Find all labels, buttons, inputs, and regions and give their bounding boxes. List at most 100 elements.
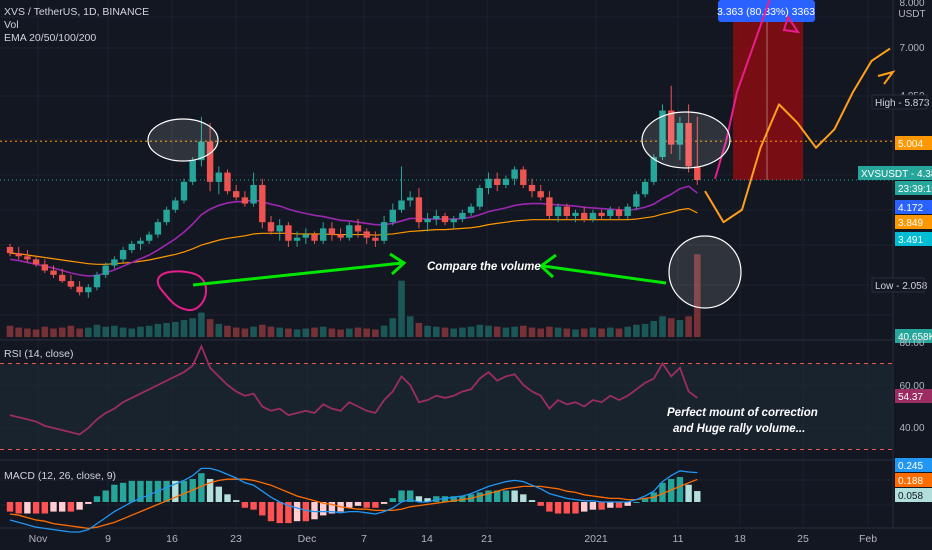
candle-body <box>241 197 249 204</box>
volume-bar <box>85 327 92 337</box>
volume-bar <box>624 326 631 337</box>
time-tick: 25 <box>797 533 809 545</box>
candle-body <box>328 228 336 235</box>
last-price-tag: XVSUSDT - 4.380 <box>861 169 932 180</box>
time-tick: 16 <box>166 533 178 545</box>
candle-body <box>554 206 562 216</box>
symbol-title[interactable]: XVS / TetherUS, 1D, BINANCE <box>4 6 150 18</box>
candle-body <box>346 225 353 238</box>
ema-legend[interactable]: EMA 20/50/100/200 <box>4 32 97 44</box>
macd-histogram-bar <box>85 502 92 504</box>
macd-histogram-bar <box>607 502 614 508</box>
price-tick: 8.000 <box>899 0 924 9</box>
volume-bar <box>589 327 597 337</box>
time-tick: 7 <box>361 533 367 545</box>
candle-body <box>67 281 75 287</box>
macd-histogram-bar <box>528 500 536 502</box>
candle-body <box>50 270 57 275</box>
last-price-tag-bg <box>858 166 932 180</box>
macd-histogram-bar <box>67 502 75 512</box>
macd-histogram-bar <box>354 502 362 506</box>
macd-histogram-bar <box>615 502 623 508</box>
macd-histogram-bar <box>198 473 205 502</box>
volume-bar <box>363 328 370 337</box>
macd-histogram-bar <box>259 502 266 516</box>
volume-bar <box>546 326 553 337</box>
volume-legend[interactable]: Vol <box>4 19 19 31</box>
volume-bar <box>145 325 153 337</box>
compare-volume-label: Compare the volume <box>427 261 541 273</box>
candle-body <box>607 209 614 216</box>
candle-body <box>476 188 483 207</box>
rsi-value-tag-bg <box>895 389 932 403</box>
volume-bar <box>180 320 188 337</box>
volume-bar <box>615 328 623 337</box>
volume-bar <box>6 325 14 337</box>
candle-body <box>459 212 466 220</box>
macd-histogram-bar <box>111 484 118 502</box>
candle-body <box>59 274 66 282</box>
volume-bar <box>372 329 379 337</box>
ema-tag-2: 3.849 <box>898 218 923 229</box>
volume-bar <box>198 312 205 337</box>
candle-body <box>528 184 536 192</box>
rsi-legend[interactable]: RSI (14, close) <box>4 348 74 360</box>
macd-tag: 0.245 <box>898 461 923 472</box>
candle-body <box>119 250 127 260</box>
macd-histogram-bar <box>6 502 14 512</box>
volume-bar <box>224 325 231 337</box>
high-tag-border <box>871 94 928 110</box>
candle-body <box>337 234 344 238</box>
candle-body <box>154 222 162 235</box>
volume-bar <box>172 321 179 337</box>
volume-bar <box>293 329 301 337</box>
candle-body <box>494 178 501 185</box>
macd-histogram-bar <box>511 490 518 502</box>
volume-bar <box>433 326 440 337</box>
volume-bar <box>58 327 66 337</box>
volume-bar <box>476 324 484 337</box>
time-tick: 14 <box>421 533 433 545</box>
macd-histogram-bar <box>598 502 605 510</box>
note-line-2: and Huge rally volume... <box>673 423 805 435</box>
macd-histogram-bar <box>572 502 579 514</box>
candle-body <box>285 225 292 241</box>
candle-body <box>198 141 205 161</box>
volume-bar <box>389 318 397 337</box>
macd-histogram-bar <box>520 494 527 502</box>
note-line-1: Perfect mount of correction <box>667 407 818 419</box>
candle-body <box>398 200 405 210</box>
ema-tag-3: 3.491 <box>898 235 923 246</box>
candle-body <box>189 160 196 182</box>
volume-bar <box>415 322 423 337</box>
candle-body <box>85 287 92 293</box>
candle-body <box>511 169 518 179</box>
candle-body <box>259 184 266 223</box>
candle-body <box>441 215 449 223</box>
rsi-tick: 80.00 <box>899 338 924 349</box>
rsi-band <box>0 363 893 450</box>
candle-body <box>180 181 188 201</box>
ema-line-fast <box>9 185 698 277</box>
candle-body <box>206 141 214 182</box>
candle-body <box>363 231 370 238</box>
macd-histogram-bar <box>267 502 275 522</box>
macd-histogram-bar <box>24 502 31 514</box>
volume-bar <box>267 326 275 337</box>
volume-bar <box>650 321 658 337</box>
macd-histogram-bar <box>407 490 414 502</box>
macd-histogram-bar <box>180 480 188 502</box>
volume-bar <box>537 328 544 337</box>
candle-body <box>250 184 257 204</box>
macd-histogram-bar <box>128 480 135 502</box>
candle-body <box>433 215 440 220</box>
candle-body <box>415 197 423 223</box>
macd-histogram-bar <box>163 480 170 502</box>
candle-body <box>93 274 101 288</box>
rsi-value-tag: 54.37 <box>898 392 923 403</box>
volume-bar <box>406 316 414 337</box>
volume-bar <box>319 326 327 337</box>
macd-legend[interactable]: MACD (12, 26, close, 9) <box>4 470 117 482</box>
macd-histogram-bar <box>50 502 57 512</box>
